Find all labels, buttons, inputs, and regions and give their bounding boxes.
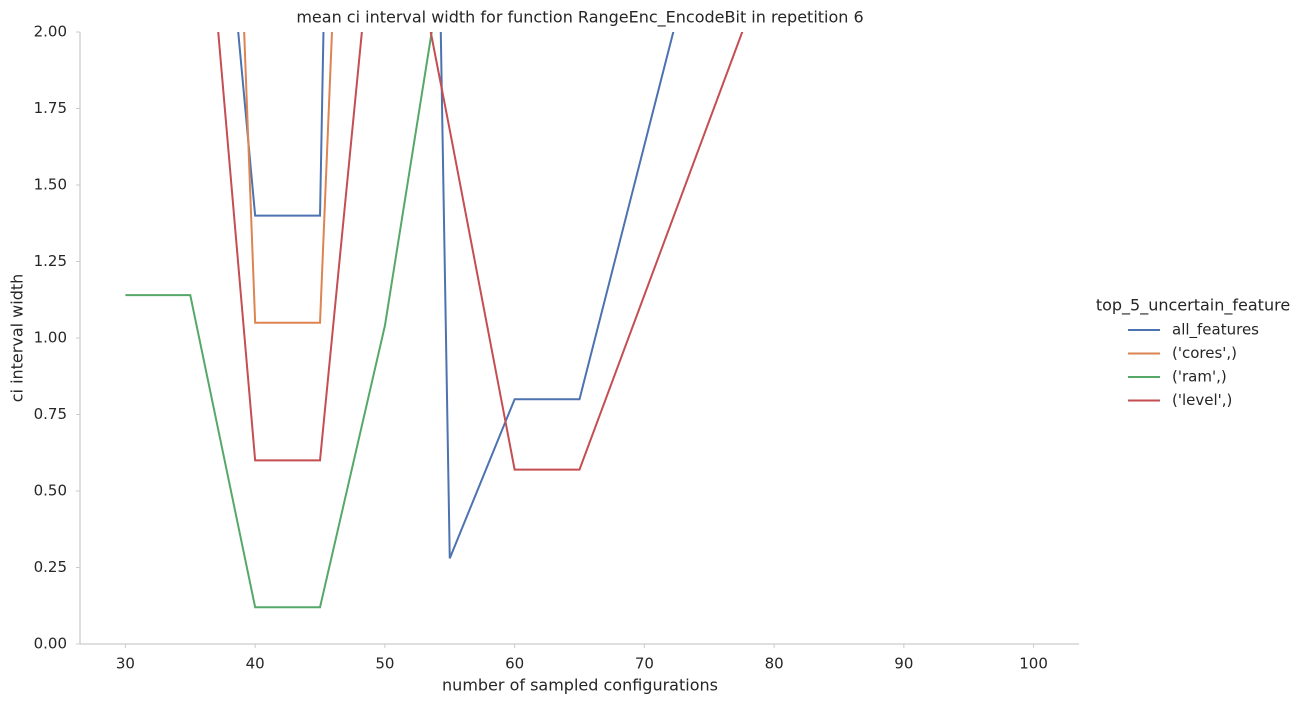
x-tick-label: 40	[246, 655, 265, 673]
x-tick-label: 70	[635, 655, 654, 673]
plot-area	[125, 32, 744, 609]
x-tick-label: 100	[1019, 655, 1048, 673]
y-tick-label: 1.75	[34, 99, 67, 117]
y-tick-label: 0.75	[34, 405, 67, 423]
x-axis-label: number of sampled configurations	[442, 676, 718, 695]
y-tick-label: 1.25	[34, 252, 67, 270]
x-tick-label: 80	[765, 655, 784, 673]
legend-title: top_5_uncertain_feature	[1096, 296, 1290, 316]
legend-label: all_features	[1172, 321, 1259, 340]
x-tick-label: 90	[894, 655, 913, 673]
y-axis-label: ci interval width	[8, 274, 27, 403]
legend-label: ('cores',)	[1172, 344, 1237, 362]
legend-label: ('level',)	[1172, 391, 1232, 409]
line-series	[217, 32, 744, 471]
y-tick-label: 1.00	[34, 329, 67, 347]
line-series	[237, 32, 675, 559]
line-series	[125, 32, 433, 609]
y-tick-label: 2.00	[34, 23, 67, 41]
line-series	[243, 32, 333, 324]
y-tick-label: 1.50	[34, 176, 67, 194]
y-tick-label: 0.00	[34, 635, 67, 653]
y-tick-label: 0.25	[34, 558, 67, 576]
chart-title: mean ci interval width for function Rang…	[296, 8, 863, 28]
x-tick-label: 50	[375, 655, 394, 673]
x-tick-label: 30	[116, 655, 135, 673]
y-tick-label: 0.50	[34, 482, 67, 500]
x-tick-label: 60	[505, 655, 524, 673]
legend-label: ('ram',)	[1172, 368, 1227, 386]
